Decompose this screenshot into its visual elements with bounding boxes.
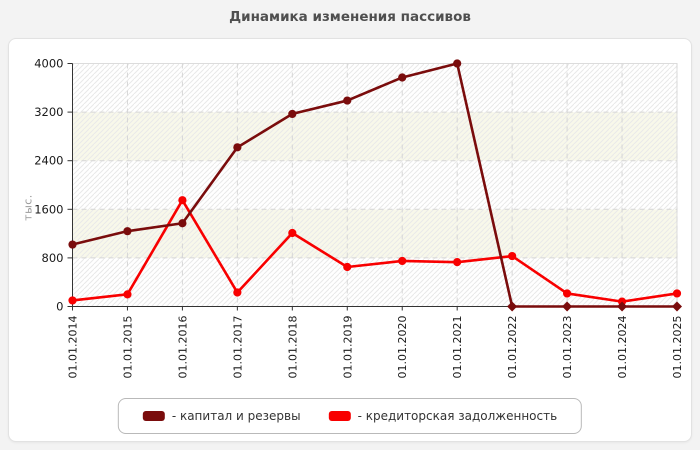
svg-text:3200: 3200 [34, 105, 63, 119]
svg-text:01.01.2018: 01.01.2018 [286, 316, 299, 379]
legend-swatch-payables-icon [328, 411, 351, 421]
svg-text:01.01.2014: 01.01.2014 [67, 316, 80, 379]
legend-item-payables: - кредиторская задолженность [328, 409, 558, 423]
legend-label-payables: - кредиторская задолженность [357, 409, 558, 423]
svg-text:01.01.2024: 01.01.2024 [616, 316, 629, 379]
y-axis-label: тыс. [21, 194, 35, 221]
chart-title: Динамика изменения пассивов [229, 9, 471, 25]
svg-text:01.01.2015: 01.01.2015 [121, 316, 134, 379]
svg-text:01.01.2025: 01.01.2025 [671, 316, 684, 379]
svg-text:1600: 1600 [34, 202, 63, 216]
legend: - капитал и резервы - кредиторская задол… [117, 398, 583, 434]
chart-canvas: 0 800 1600 2400 3200 4000 01.01.2014 01.01.2015… [34, 57, 684, 379]
legend-swatch-capital-icon [142, 411, 165, 421]
svg-text:800: 800 [42, 251, 64, 265]
svg-text:01.01.2017: 01.01.2017 [231, 316, 244, 379]
legend-item-capital: - капитал и резервы [142, 409, 301, 423]
svg-text:4000: 4000 [34, 57, 63, 71]
svg-text:01.01.2020: 01.01.2020 [396, 316, 409, 379]
svg-text:2400: 2400 [34, 154, 63, 168]
legend-label-capital: - капитал и резервы [171, 409, 301, 423]
svg-text:0: 0 [56, 300, 63, 314]
svg-text:01.01.2022: 01.01.2022 [506, 316, 519, 379]
chart-panel: 0 800 1600 2400 3200 4000 01.01.2014 01.01.2015… [8, 38, 692, 442]
svg-text:01.01.2016: 01.01.2016 [176, 316, 189, 379]
svg-text:01.01.2023: 01.01.2023 [561, 316, 574, 379]
svg-text:01.01.2021: 01.01.2021 [451, 316, 464, 379]
svg-text:01.01.2019: 01.01.2019 [341, 316, 354, 379]
